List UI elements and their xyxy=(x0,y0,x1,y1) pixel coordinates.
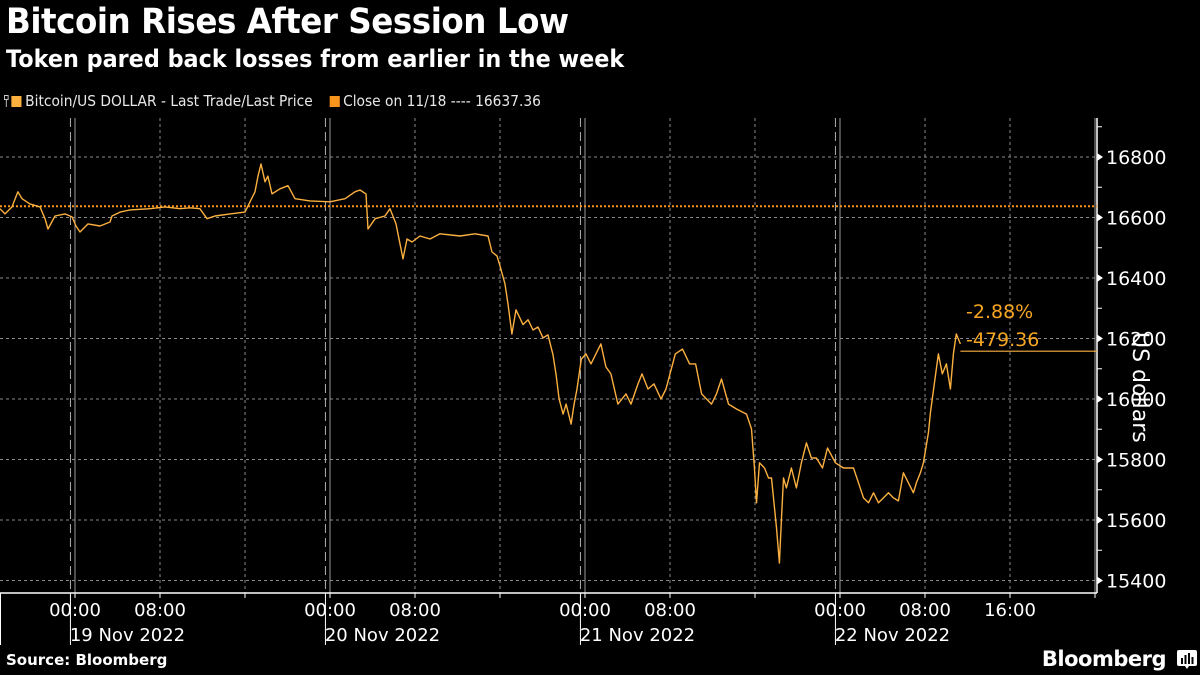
y-tick-label: 16800 xyxy=(1106,147,1166,169)
bloomberg-logo: Bloomberg xyxy=(1041,647,1167,671)
percent-change-label: -2.88% xyxy=(966,301,1034,323)
legend-item-bitcoin: Bitcoin/US DOLLAR - Last Trade/Last Pric… xyxy=(4,92,313,110)
y-tick-marker xyxy=(1097,576,1103,585)
y-tick-label: 16000 xyxy=(1106,389,1166,411)
y-tick-label: 15800 xyxy=(1106,450,1166,472)
legend-swatch-close xyxy=(329,95,340,107)
legend-item-close: Close on 11/18 ---- 16637.36 xyxy=(329,92,541,110)
x-tick-label: 08:00 xyxy=(389,600,441,621)
legend-swatch-bitcoin xyxy=(11,95,22,107)
y-tick-label: 16600 xyxy=(1106,208,1166,230)
date-label: 19 Nov 2022 xyxy=(70,625,185,646)
y-tick-marker xyxy=(1097,213,1103,222)
date-label: 20 Nov 2022 xyxy=(325,625,440,646)
y-tick-marker xyxy=(1097,334,1103,343)
y-tick-marker xyxy=(1097,153,1103,161)
y-tick-label: 16200 xyxy=(1106,329,1166,351)
x-tick-label: 00:00 xyxy=(559,600,611,621)
date-label: 22 Nov 2022 xyxy=(835,625,950,646)
x-tick-label: 00:00 xyxy=(304,600,356,621)
chart-subtitle: Token pared back losses from earlier in … xyxy=(6,45,625,73)
y-tick-label: 15600 xyxy=(1106,510,1166,532)
bloomberg-chart-icon xyxy=(1177,650,1197,669)
bitcoin-price-line xyxy=(0,163,962,564)
date-label: 21 Nov 2022 xyxy=(580,625,695,646)
x-tick-label: 08:00 xyxy=(644,600,696,621)
source-label: Source: Bloomberg xyxy=(6,651,168,669)
y-tick-marker xyxy=(1097,274,1103,282)
pin-icon xyxy=(4,95,10,107)
x-tick-label: 00:00 xyxy=(814,600,866,621)
x-tick-label: 08:00 xyxy=(899,600,951,621)
legend-label-bitcoin: Bitcoin/US DOLLAR - Last Trade/Last Pric… xyxy=(25,92,313,110)
x-tick-label: 00:00 xyxy=(49,600,101,621)
x-tick-label: 16:00 xyxy=(984,600,1036,621)
legend-label-close: Close on 11/18 ---- 16637.36 xyxy=(343,92,541,110)
y-tick-marker xyxy=(1097,395,1103,403)
y-tick-label: 15400 xyxy=(1106,571,1166,593)
y-axis-label: US dollars xyxy=(1127,332,1152,443)
x-tick-label: 08:00 xyxy=(134,600,186,621)
y-tick-marker xyxy=(1097,455,1103,464)
y-tick-marker xyxy=(1097,516,1103,524)
y-tick-label: 16400 xyxy=(1106,268,1166,290)
absolute-change-label: -479.36 xyxy=(966,329,1040,351)
legend: Bitcoin/US DOLLAR - Last Trade/Last Pric… xyxy=(4,92,557,110)
chart-title: Bitcoin Rises After Session Low xyxy=(6,2,569,42)
